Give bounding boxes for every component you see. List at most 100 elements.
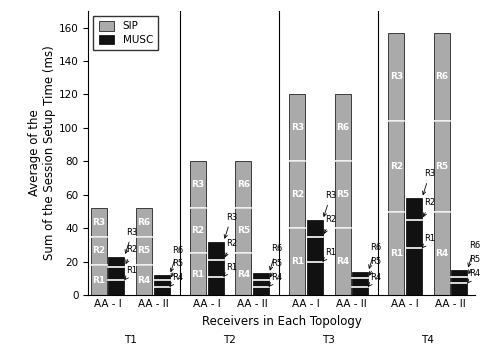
Bar xyxy=(154,280,170,287)
Text: R5: R5 xyxy=(369,257,381,275)
Text: R5: R5 xyxy=(138,246,151,255)
Text: R6: R6 xyxy=(435,72,448,81)
Bar xyxy=(434,121,450,212)
Text: R2: R2 xyxy=(291,190,304,199)
Text: T3: T3 xyxy=(322,335,335,345)
Text: T1: T1 xyxy=(124,335,137,345)
Bar xyxy=(335,228,350,295)
Text: R1: R1 xyxy=(422,234,435,248)
Text: R5: R5 xyxy=(336,190,349,199)
Text: R3: R3 xyxy=(92,218,105,227)
Bar xyxy=(289,228,305,295)
Bar xyxy=(352,272,368,279)
Bar xyxy=(91,237,107,265)
Bar xyxy=(389,32,404,121)
Text: R4: R4 xyxy=(368,273,381,287)
Text: R3: R3 xyxy=(422,169,435,195)
Bar xyxy=(352,279,368,287)
Text: R4: R4 xyxy=(269,273,282,287)
Bar xyxy=(136,208,152,237)
Text: R6: R6 xyxy=(270,244,282,270)
Bar xyxy=(253,280,269,287)
Bar xyxy=(289,94,305,161)
Text: R1: R1 xyxy=(323,248,336,262)
Text: R1: R1 xyxy=(192,270,205,279)
Text: R2: R2 xyxy=(423,198,435,216)
Text: R5: R5 xyxy=(237,226,250,235)
Text: R3: R3 xyxy=(323,191,336,216)
Bar xyxy=(352,287,368,295)
Bar xyxy=(154,287,170,295)
Text: R5: R5 xyxy=(270,258,282,277)
Legend: SIP, MUSC: SIP, MUSC xyxy=(94,16,158,50)
Bar xyxy=(253,274,269,280)
Text: R4: R4 xyxy=(467,270,481,283)
Text: R6: R6 xyxy=(336,123,349,132)
Text: R2: R2 xyxy=(324,215,336,233)
Text: R1: R1 xyxy=(390,249,403,258)
Bar xyxy=(154,275,170,280)
Text: R1: R1 xyxy=(124,266,138,280)
Text: R4: R4 xyxy=(170,273,183,287)
Bar xyxy=(190,253,206,295)
Bar xyxy=(253,287,269,295)
Text: R1: R1 xyxy=(224,263,237,277)
Text: R3: R3 xyxy=(390,72,403,81)
Text: R6: R6 xyxy=(171,246,183,271)
Bar xyxy=(235,208,251,253)
Text: R2: R2 xyxy=(192,226,205,235)
Bar xyxy=(136,237,152,265)
Bar xyxy=(190,208,206,253)
Text: R6: R6 xyxy=(237,180,250,189)
Text: R4: R4 xyxy=(336,257,349,266)
Bar xyxy=(208,277,223,295)
Bar xyxy=(235,161,251,208)
Bar xyxy=(307,262,323,295)
Bar xyxy=(451,270,467,277)
Bar xyxy=(108,267,124,280)
Bar xyxy=(434,212,450,295)
Bar xyxy=(434,32,450,121)
Bar xyxy=(451,283,467,295)
Bar xyxy=(389,121,404,212)
Text: T2: T2 xyxy=(223,335,236,345)
Bar xyxy=(190,161,206,208)
Text: R3: R3 xyxy=(192,180,205,189)
Text: R4: R4 xyxy=(138,276,151,285)
Text: R2: R2 xyxy=(225,239,237,257)
Text: R2: R2 xyxy=(390,162,403,171)
Bar xyxy=(406,248,422,295)
Bar xyxy=(406,220,422,248)
Text: R6: R6 xyxy=(368,243,382,268)
Text: R2: R2 xyxy=(126,245,138,264)
Bar xyxy=(208,242,223,260)
Text: R3: R3 xyxy=(125,228,138,253)
Text: R6: R6 xyxy=(468,241,481,266)
Bar xyxy=(335,161,350,228)
Text: R4: R4 xyxy=(435,249,448,258)
Bar xyxy=(406,198,422,220)
Text: R1: R1 xyxy=(92,276,105,285)
Bar xyxy=(91,265,107,295)
Bar xyxy=(307,237,323,262)
Text: R4: R4 xyxy=(237,270,250,279)
Text: R1: R1 xyxy=(291,257,304,266)
Text: T4: T4 xyxy=(421,335,434,345)
Bar xyxy=(307,220,323,237)
Bar xyxy=(389,212,404,295)
Text: R5: R5 xyxy=(171,258,183,277)
Text: R2: R2 xyxy=(92,246,105,255)
Bar xyxy=(136,265,152,295)
Bar xyxy=(91,208,107,237)
Bar xyxy=(235,253,251,295)
Bar xyxy=(289,161,305,228)
Bar xyxy=(108,257,124,267)
Y-axis label: Average of the
Sum of the Session Setup Time (ms): Average of the Sum of the Session Setup … xyxy=(28,46,56,260)
Text: R6: R6 xyxy=(138,218,151,227)
Bar xyxy=(335,94,350,161)
X-axis label: Receivers in Each Topology: Receivers in Each Topology xyxy=(202,315,362,328)
Text: R3: R3 xyxy=(224,213,237,238)
Text: R5: R5 xyxy=(435,162,448,171)
Text: R5: R5 xyxy=(468,255,481,273)
Bar xyxy=(208,260,223,277)
